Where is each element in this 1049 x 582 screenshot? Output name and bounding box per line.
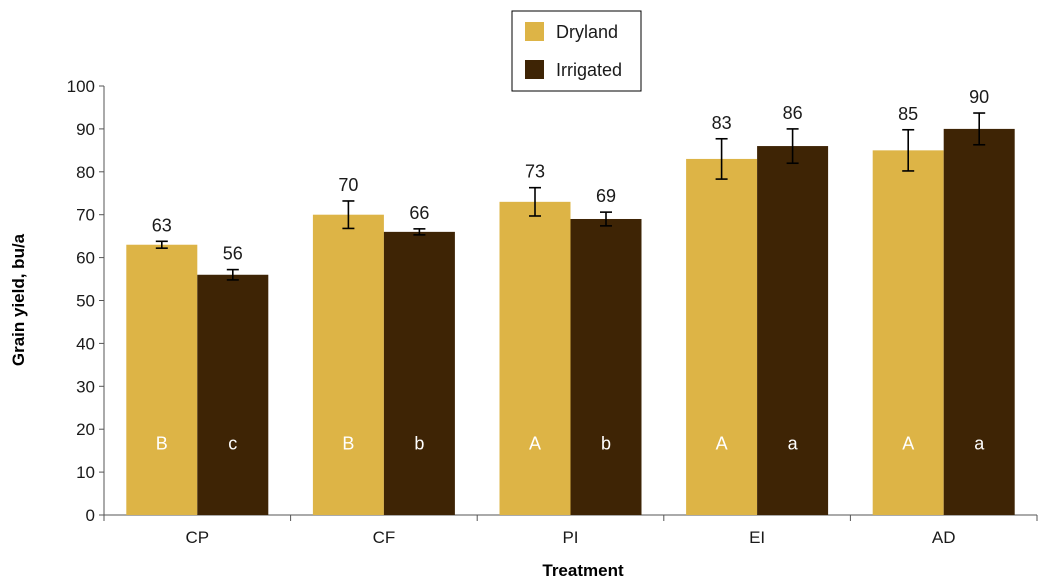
significance-letter: A — [529, 434, 541, 454]
significance-letter: c — [228, 434, 237, 454]
y-tick-label: 90 — [76, 120, 95, 139]
error-bar — [973, 112, 986, 146]
bar-dryland — [872, 150, 944, 515]
data-label: 86 — [783, 103, 803, 123]
y-axis-title: Grain yield, bu/a — [9, 233, 28, 366]
x-axis-title: Treatment — [542, 561, 624, 580]
error-bar — [786, 128, 799, 165]
legend: Dryland Irrigated — [511, 10, 642, 92]
y-tick-label: 30 — [76, 377, 95, 396]
x-tick-label: AD — [932, 528, 956, 547]
error-bar — [226, 268, 239, 281]
error-bar — [902, 128, 915, 172]
bar-irrigated — [570, 218, 642, 516]
legend-label-irrigated: Irrigated — [556, 60, 622, 80]
significance-letter: A — [902, 434, 914, 454]
significance-letter: a — [788, 434, 799, 454]
bar-dryland — [499, 201, 571, 515]
y-tick-label: 20 — [76, 420, 95, 439]
significance-letter: a — [974, 434, 985, 454]
error-bar — [413, 228, 426, 236]
x-tick-label: EI — [749, 528, 765, 547]
y-tick-label: 50 — [76, 292, 95, 311]
y-tick-label: 10 — [76, 463, 95, 482]
significance-letter: B — [342, 434, 354, 454]
bar-dryland — [126, 244, 198, 516]
bars: 63 B 56 c 70 B 66 b 73 A 69 b 83 A 86 a 85 A 90 a — [126, 87, 1015, 516]
data-label: 66 — [409, 203, 429, 223]
x-tick-label: CF — [373, 528, 396, 547]
error-bar — [155, 240, 168, 249]
x-tick-label: PI — [562, 528, 578, 547]
bar-dryland — [686, 158, 758, 515]
x-tick-label: CP — [185, 528, 209, 547]
data-label: 70 — [338, 175, 358, 195]
x-axis: CP CF PI EI AD — [103, 514, 1038, 547]
legend-label-dryland: Dryland — [556, 22, 618, 42]
y-tick-label: 70 — [76, 206, 95, 225]
significance-letter: b — [601, 434, 611, 454]
legend-swatch-dryland — [525, 22, 544, 41]
significance-letter: b — [414, 434, 424, 454]
data-label: 83 — [712, 113, 732, 133]
y-tick-label: 0 — [86, 506, 95, 525]
error-bar — [529, 186, 541, 217]
bar-irrigated — [383, 231, 455, 516]
error-bar — [600, 211, 612, 227]
data-label: 73 — [525, 162, 545, 182]
bar-irrigated — [943, 128, 1015, 515]
y-tick-label: 60 — [76, 249, 95, 268]
data-label: 90 — [969, 87, 989, 107]
y-tick-label: 100 — [67, 77, 95, 96]
y-axis-ticks: 0 10 20 30 40 50 60 70 80 90 100 — [67, 77, 105, 525]
error-bar — [342, 200, 355, 230]
y-tick-label: 80 — [76, 163, 95, 182]
bar-irrigated — [757, 146, 829, 515]
data-label: 63 — [152, 215, 172, 235]
data-label: 69 — [596, 186, 616, 206]
bar-dryland — [312, 214, 384, 515]
error-bar — [715, 137, 728, 180]
data-label: 56 — [223, 244, 243, 264]
significance-letter: A — [716, 434, 728, 454]
bar-irrigated — [197, 274, 269, 515]
significance-letter: B — [156, 434, 168, 454]
y-tick-label: 40 — [76, 334, 95, 353]
legend-swatch-irrigated — [525, 60, 544, 79]
data-label: 85 — [898, 104, 918, 124]
